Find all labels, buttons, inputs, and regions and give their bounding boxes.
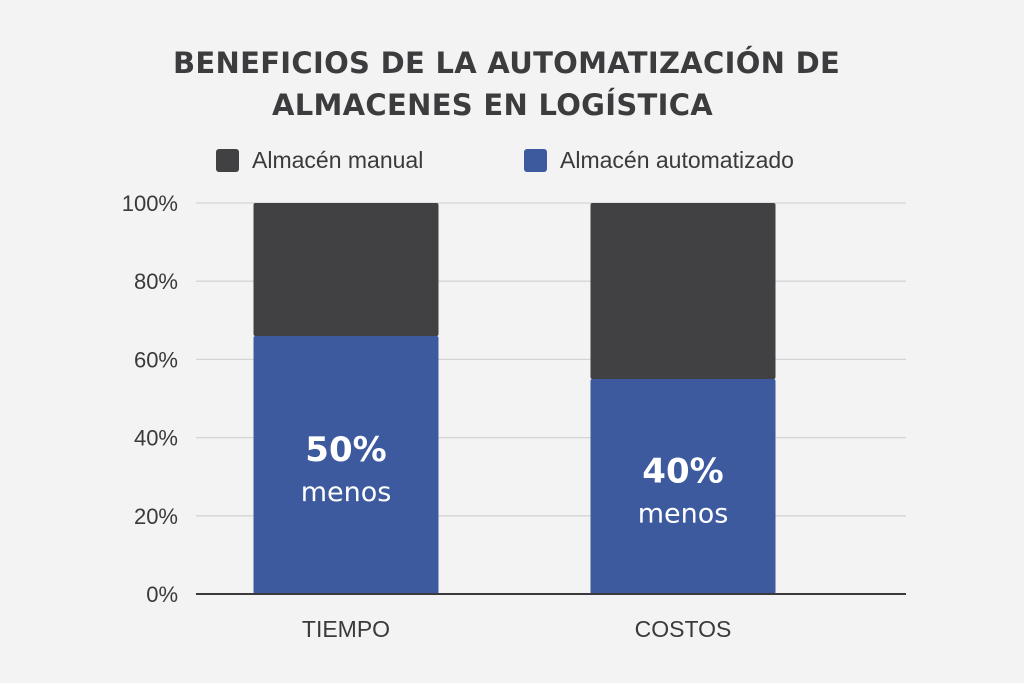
y-tick-label: 0% [146,582,178,607]
chart-title-line-2: ALMACENES EN LOGÍSTICA [272,88,714,122]
y-tick-label: 100% [122,191,178,216]
chart-title: BENEFICIOS DE LA AUTOMATIZACIÓN DE ALMAC… [0,42,1024,126]
bar-manual-costos [590,203,776,379]
bar-manual-tiempo [253,203,439,336]
annotation-text: menos [301,477,392,508]
bar-automatizado-costos [590,378,776,594]
legend-item-automatizado: Almacén automatizado [524,147,794,174]
legend-swatch-automatizado [524,149,547,172]
annotation-value: 40% [642,451,723,491]
chart-legend: Almacén manual Almacén automatizado [0,147,1024,177]
y-tick-label: 80% [134,269,178,294]
y-tick-label: 40% [134,426,178,451]
legend-label-automatizado: Almacén automatizado [560,147,794,173]
bar-automatizado-tiempo [253,335,439,594]
chart-title-line-1: BENEFICIOS DE LA AUTOMATIZACIÓN DE [173,46,841,80]
y-tick-label: 60% [134,347,178,372]
legend-label-manual: Almacén manual [252,147,424,173]
annotation-text: menos [638,498,729,529]
x-tick-label: TIEMPO [302,616,390,642]
y-tick-label: 20% [134,504,178,529]
annotation-value: 50% [305,430,386,470]
legend-item-manual: Almacén manual [216,147,423,174]
x-tick-label: COSTOS [635,616,732,642]
legend-swatch-manual [216,149,239,172]
